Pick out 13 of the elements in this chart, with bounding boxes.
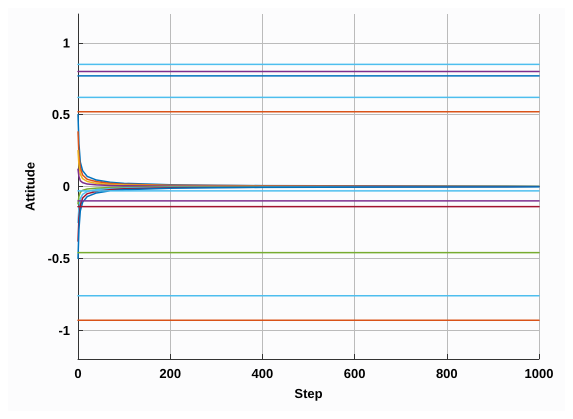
x-tick-label: 400 <box>252 366 274 381</box>
y-tick-label: 1 <box>62 35 70 50</box>
x-tick-label: 600 <box>344 366 366 381</box>
y-tick-label: 0 <box>62 179 70 194</box>
x-tick-label: 800 <box>436 366 458 381</box>
x-tick-label: 0 <box>74 366 82 381</box>
x-tick-label: 1000 <box>524 366 554 381</box>
y-tick-label: -0.5 <box>48 250 70 266</box>
y-axis-title: Attitude <box>22 162 38 212</box>
y-tick-label: -1 <box>58 322 70 338</box>
y-tick-label: 0.5 <box>52 107 70 122</box>
x-axis-title: Step <box>294 386 323 401</box>
x-tick-label: 200 <box>159 366 182 381</box>
